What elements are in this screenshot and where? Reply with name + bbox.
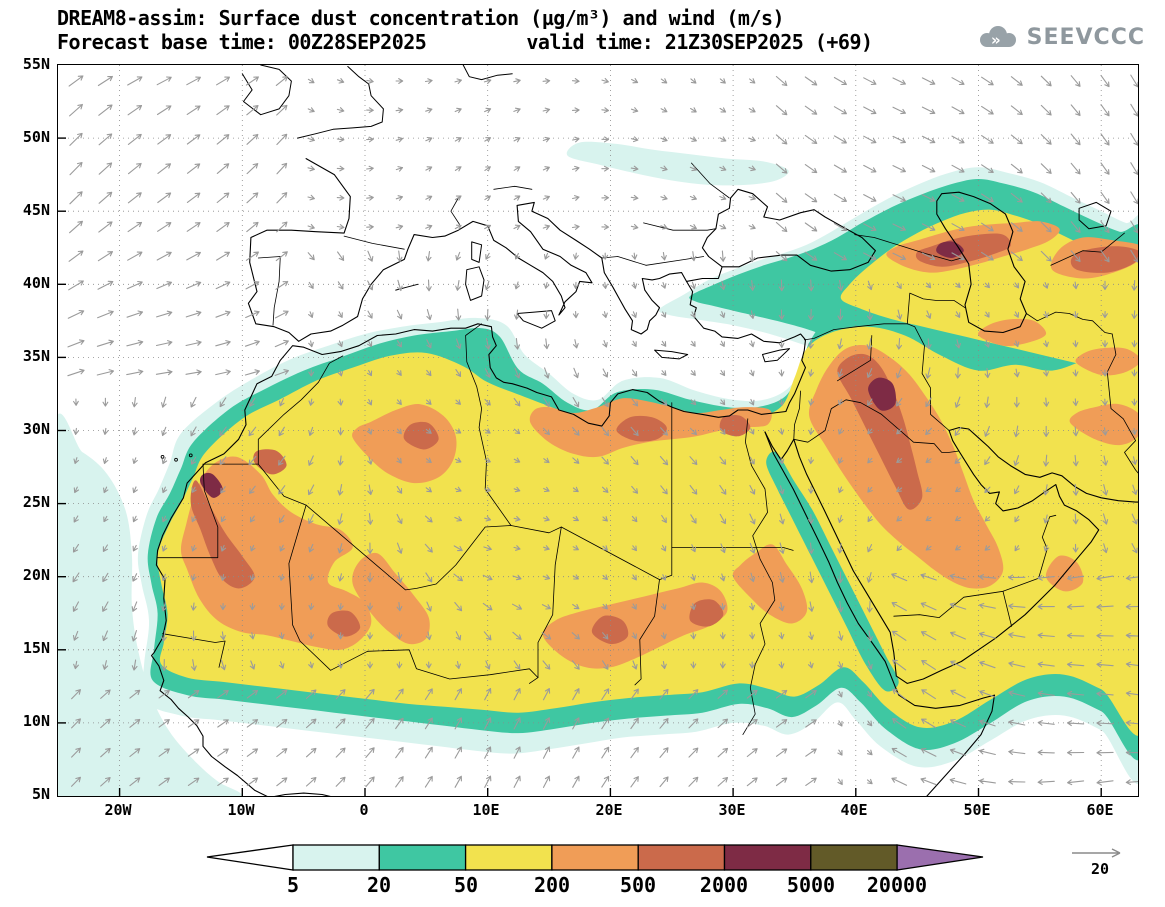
- lon-tick-label: 20W: [104, 801, 132, 819]
- lat-tick-label: 30N: [22, 420, 50, 438]
- map-frame: [57, 64, 1139, 797]
- valid-time: valid time: 21Z30SEP2025 (+69): [526, 30, 873, 54]
- seevccc-logo: » SEEVCCC: [975, 22, 1145, 52]
- forecast-base-time: Forecast base time: 00Z28SEP2025: [57, 30, 427, 54]
- lat-tick-label: 45N: [22, 201, 50, 219]
- colorbar-tick-label: 5: [286, 873, 300, 897]
- lat-tick-label: 15N: [22, 639, 50, 657]
- wind-reference-value: 20: [1090, 860, 1110, 878]
- lat-tick-label: 25N: [22, 493, 50, 511]
- lon-tick-label: 30E: [718, 801, 746, 819]
- chart-subtitle: Forecast base time: 00Z28SEP2025 valid t…: [57, 30, 873, 54]
- lat-tick-label: 40N: [22, 274, 50, 292]
- chart-title: DREAM8-assim: Surface dust concentration…: [57, 6, 785, 30]
- lon-tick-label: 50E: [963, 801, 991, 819]
- colorbar-tick-label: 50: [453, 873, 479, 897]
- lat-tick-label: 50N: [22, 128, 50, 146]
- colorbar-tick-label: 500: [619, 873, 657, 897]
- colorbar-tick-label: 2000: [699, 873, 749, 897]
- lat-tick-label: 20N: [22, 566, 50, 584]
- colorbar-tick-label: 200: [533, 873, 571, 897]
- cloud-icon: »: [979, 26, 1016, 49]
- lat-tick-label: 55N: [22, 55, 50, 73]
- lon-tick-label: 60E: [1086, 801, 1114, 819]
- lat-tick-label: 10N: [22, 712, 50, 730]
- lon-tick-label: 20E: [595, 801, 623, 819]
- lon-tick-label: 10E: [472, 801, 500, 819]
- colorbar-tick-label: 5000: [786, 873, 836, 897]
- colorbar: [206, 844, 984, 871]
- lat-tick-label: 5N: [31, 785, 50, 803]
- svg-text:»: »: [991, 31, 1002, 49]
- lat-tick-label: 35N: [22, 347, 50, 365]
- lon-tick-label: 0: [359, 801, 369, 819]
- wind-reference-arrow-icon: [1072, 848, 1121, 858]
- colorbar-tick-label: 20: [366, 873, 392, 897]
- map-canvas: [58, 65, 1138, 796]
- logo-text: SEEVCCC: [1026, 24, 1145, 50]
- lon-tick-label: 10W: [227, 801, 255, 819]
- lon-tick-label: 40E: [840, 801, 868, 819]
- colorbar-tick-label: 20000: [866, 873, 928, 897]
